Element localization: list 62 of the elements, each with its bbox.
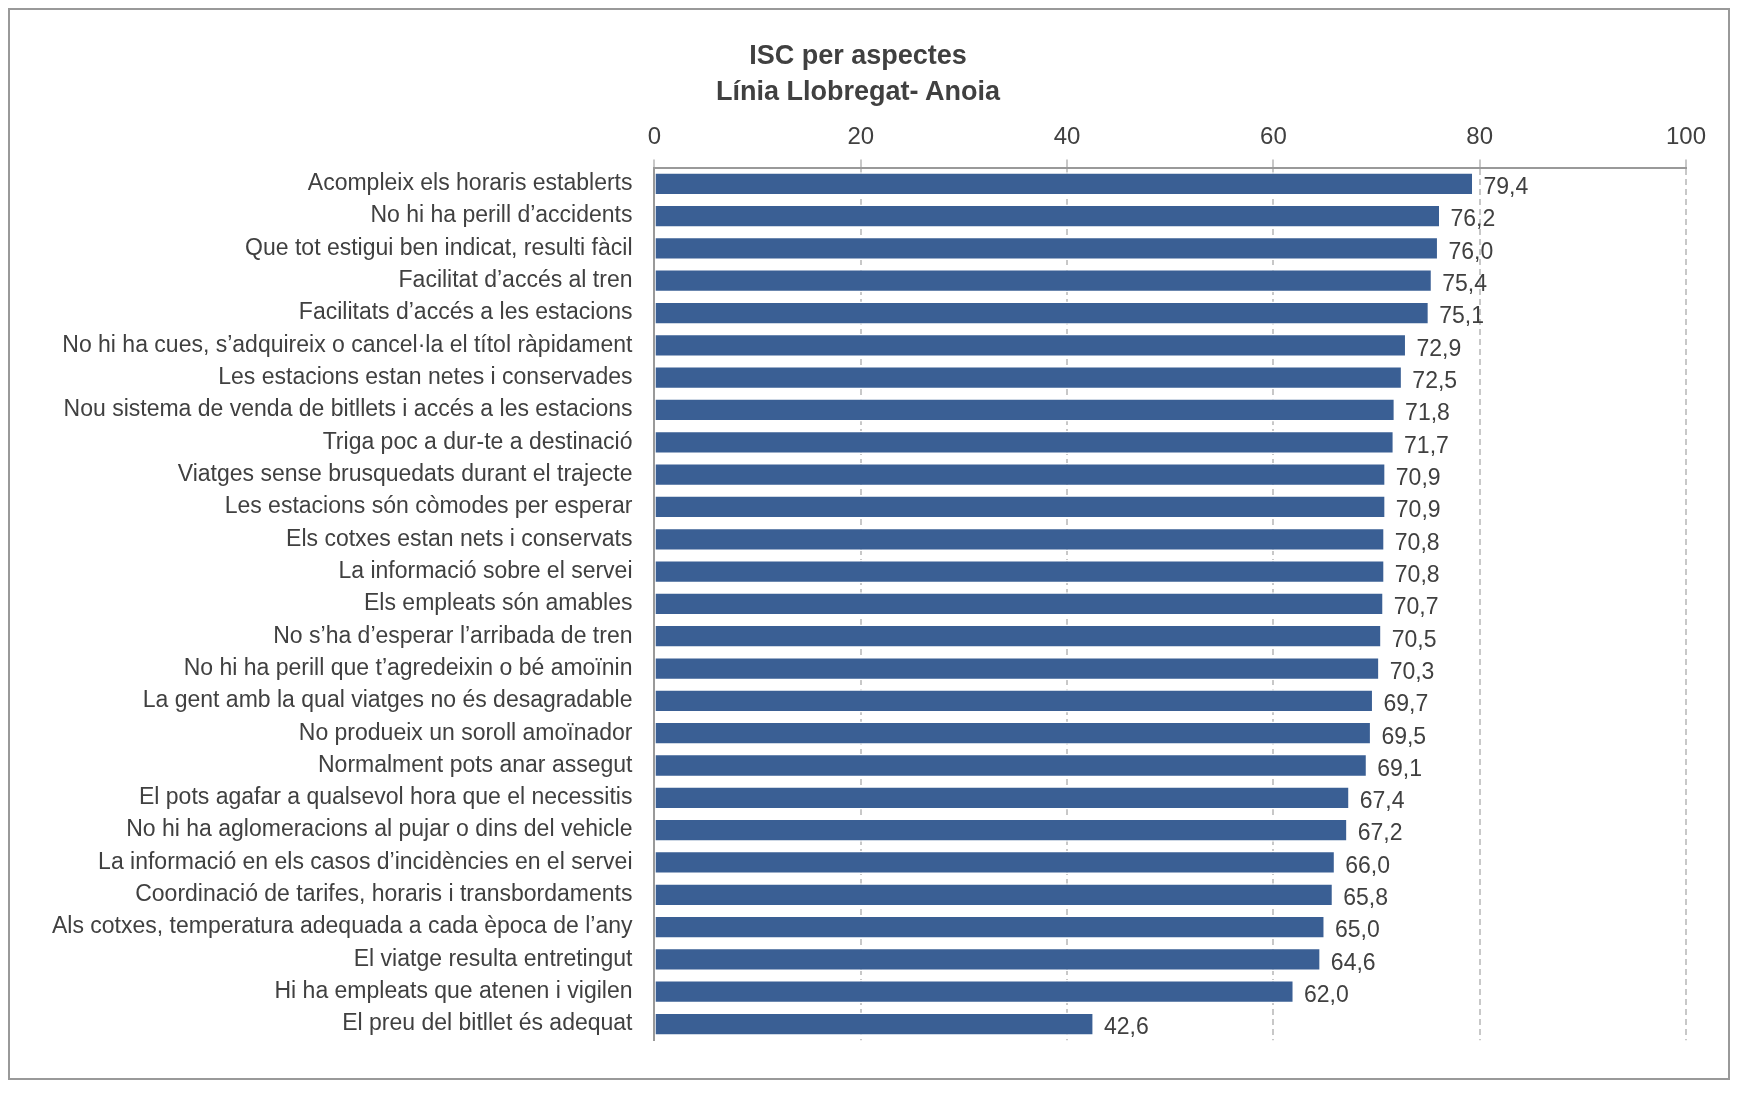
y-tick-label: La informació en els casos d’incidències en el servei xyxy=(98,847,633,874)
y-tick-label: Normalment pots anar assegut xyxy=(317,750,634,777)
x-tick-label: 0 xyxy=(647,121,662,149)
y-tick-label: No hi ha cues, s’adquireix o cancel·la el títol ràpidament xyxy=(62,330,634,357)
data-label: 70,5 xyxy=(1391,625,1437,652)
y-tick-label: Facilitats d’accés a les estacions xyxy=(298,298,633,325)
y-tick-label: Coordinació de tarifes, horaris i transbordaments xyxy=(135,880,633,907)
y-tick-label: La gent amb la qual viatges no és desagradable xyxy=(142,686,633,713)
y-tick-label: Als cotxes, temperatura adequada a cada època de l’any xyxy=(51,912,633,939)
data-label: 75,4 xyxy=(1442,270,1488,297)
data-label: 64,6 xyxy=(1330,948,1376,975)
chart-title: ISC per aspectes xyxy=(749,39,967,70)
y-tick-label: Les estacions estan netes i conservades xyxy=(218,363,633,390)
y-tick-label: Triga poc a dur-te a destinació xyxy=(322,427,633,454)
data-label: 70,8 xyxy=(1394,528,1440,555)
data-label: 70,7 xyxy=(1393,593,1439,620)
x-tick-label: 20 xyxy=(847,121,875,149)
data-label: 79,4 xyxy=(1483,173,1529,200)
y-tick-label: Viatges sense brusquedats durant el trajecte xyxy=(177,459,633,486)
data-label: 76,0 xyxy=(1448,237,1494,264)
y-tick-label: El preu del bitllet és adequat xyxy=(342,1009,634,1036)
y-tick-label: Facilitat d’accés al tren xyxy=(398,266,633,293)
data-label: 70,3 xyxy=(1389,657,1435,684)
data-label: 70,9 xyxy=(1395,463,1441,490)
data-label: 69,1 xyxy=(1377,754,1423,781)
x-tick-label: 80 xyxy=(1466,121,1494,149)
y-tick-label: No s’ha d’esperar l’arribada de tren xyxy=(273,621,633,648)
data-label: 67,2 xyxy=(1357,819,1403,846)
data-label: 71,7 xyxy=(1404,431,1449,458)
data-label: 67,4 xyxy=(1359,787,1405,814)
data-label: 76,2 xyxy=(1450,205,1496,232)
data-label: 71,8 xyxy=(1405,399,1450,426)
y-tick-label: Els cotxes estan nets i conservats xyxy=(286,524,633,551)
y-tick-label: No hi ha perill d’accidents xyxy=(370,201,633,228)
y-tick-label: No hi ha aglomeracions al pujar o dins del vehicle xyxy=(126,815,633,842)
data-label: 65,0 xyxy=(1334,916,1380,943)
data-label: 42,6 xyxy=(1103,1013,1149,1040)
data-label: 62,0 xyxy=(1304,981,1349,1008)
y-tick-label: Acompleix els horaris establerts xyxy=(307,169,633,196)
data-label: 72,5 xyxy=(1412,367,1458,394)
x-tick-label: 40 xyxy=(1053,121,1081,149)
data-label: 75,1 xyxy=(1439,302,1484,329)
y-tick-label: Nou sistema de venda de bitllets i accés a les estacions xyxy=(63,395,633,422)
y-tick-label: Hi ha empleats que atenen i vigilen xyxy=(274,977,633,1004)
data-label: 70,8 xyxy=(1394,560,1440,587)
y-tick-label: La informació sobre el servei xyxy=(338,556,633,583)
y-tick-label: Que tot estigui ben indicat, resulti fàcil xyxy=(245,233,633,260)
x-tick-label: 60 xyxy=(1260,121,1287,149)
data-label: 70,9 xyxy=(1395,496,1441,523)
data-label: 69,7 xyxy=(1383,690,1429,717)
y-tick-label: No hi ha perill que t’agredeixin o bé amoïnin xyxy=(183,653,633,680)
data-label: 66,0 xyxy=(1345,851,1391,878)
y-tick-label: El pots agafar a qualsevol hora que el necessitis xyxy=(138,783,633,810)
chart-subtitle: Línia Llobregat- Anoia xyxy=(715,76,1001,107)
y-tick-label: Les estacions són còmodes per esperar xyxy=(224,492,633,519)
y-tick-label: Els empleats són amables xyxy=(364,589,633,616)
y-tick-label: No produeix un soroll amoïnador xyxy=(298,718,633,745)
x-tick-label: 100 xyxy=(1665,121,1707,149)
y-tick-label: El viatge resulta entretingut xyxy=(353,944,634,971)
data-label: 69,5 xyxy=(1381,722,1427,749)
data-label: 65,8 xyxy=(1343,884,1388,911)
data-label: 72,9 xyxy=(1416,334,1462,361)
